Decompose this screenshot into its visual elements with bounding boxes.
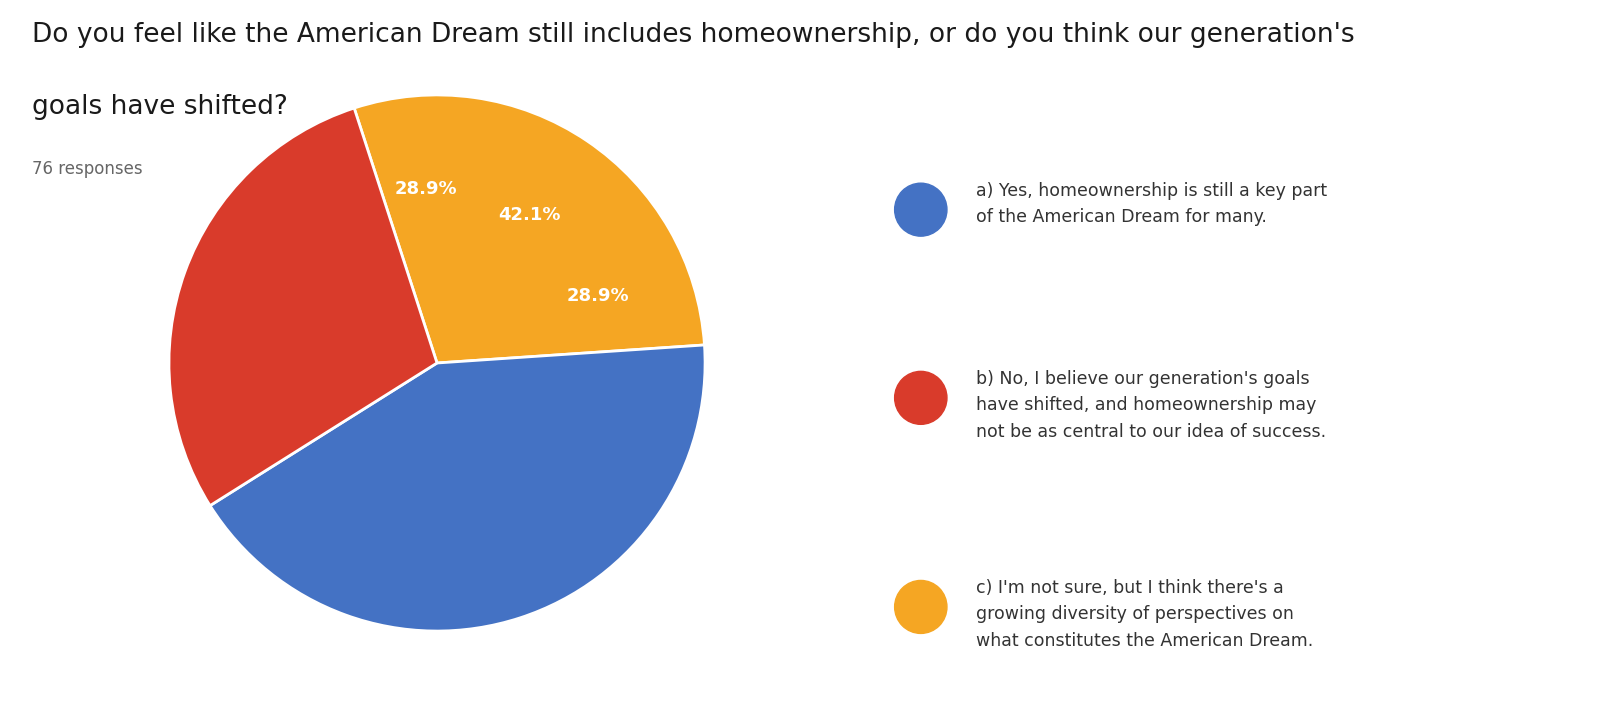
Text: c) I'm not sure, but I think there's a
growing diversity of perspectives on
what: c) I'm not sure, but I think there's a g… — [976, 579, 1314, 650]
Text: Do you feel like the American Dream still includes homeownership, or do you thin: Do you feel like the American Dream stil… — [32, 22, 1355, 48]
Text: a) Yes, homeownership is still a key part
of the American Dream for many.: a) Yes, homeownership is still a key par… — [976, 182, 1326, 227]
Wedge shape — [210, 345, 706, 631]
Circle shape — [894, 581, 947, 633]
Text: 28.9%: 28.9% — [566, 287, 629, 305]
Text: goals have shifted?: goals have shifted? — [32, 94, 288, 121]
Circle shape — [894, 372, 947, 424]
Wedge shape — [170, 108, 437, 505]
Text: 76 responses: 76 responses — [32, 160, 142, 178]
Wedge shape — [354, 95, 704, 363]
Text: b) No, I believe our generation's goals
have shifted, and homeownership may
not : b) No, I believe our generation's goals … — [976, 370, 1326, 441]
Circle shape — [894, 183, 947, 236]
Text: 28.9%: 28.9% — [395, 180, 458, 198]
Text: 42.1%: 42.1% — [498, 206, 560, 224]
